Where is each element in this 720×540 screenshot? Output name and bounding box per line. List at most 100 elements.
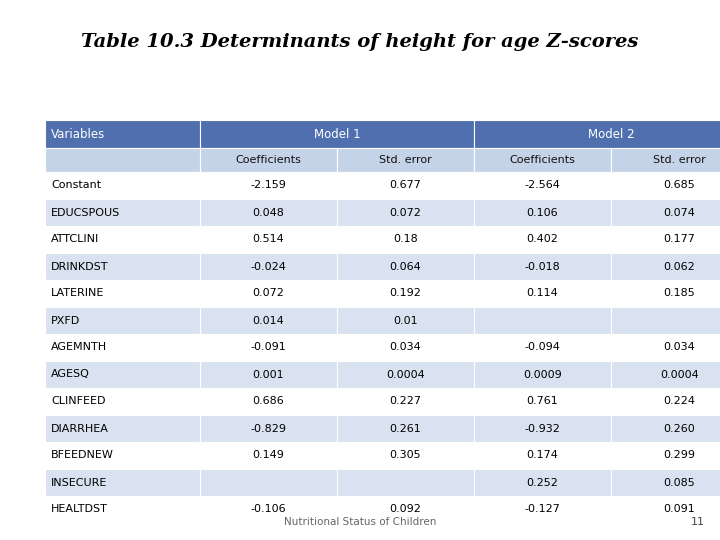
Bar: [474, 226, 611, 253]
Bar: [200, 442, 337, 469]
Text: 0.072: 0.072: [253, 288, 284, 299]
Bar: [200, 388, 337, 415]
Text: -0.094: -0.094: [525, 342, 560, 353]
Text: -2.564: -2.564: [525, 180, 560, 191]
Text: Table 10.3 Determinants of height for age Z-scores: Table 10.3 Determinants of height for ag…: [81, 33, 639, 51]
Bar: [337, 199, 474, 226]
Text: Model 1: Model 1: [314, 127, 360, 140]
Bar: [200, 172, 337, 199]
Bar: [45, 199, 200, 226]
Text: 0.085: 0.085: [664, 477, 696, 488]
Text: AGESQ: AGESQ: [51, 369, 90, 380]
Text: LATERINE: LATERINE: [51, 288, 104, 299]
Bar: [45, 469, 200, 496]
Bar: [611, 415, 720, 442]
Text: 0.0004: 0.0004: [386, 369, 425, 380]
Bar: [45, 148, 200, 172]
Bar: [337, 388, 474, 415]
Bar: [337, 442, 474, 469]
Text: 0.18: 0.18: [393, 234, 418, 245]
Bar: [474, 120, 720, 148]
Text: EDUCSPOUS: EDUCSPOUS: [51, 207, 120, 218]
Bar: [337, 496, 474, 523]
Text: Coefficients: Coefficients: [235, 155, 302, 165]
Text: 0.174: 0.174: [526, 450, 559, 461]
Text: INSECURE: INSECURE: [51, 477, 107, 488]
Bar: [45, 280, 200, 307]
Bar: [45, 253, 200, 280]
Text: 0.074: 0.074: [664, 207, 696, 218]
Bar: [200, 415, 337, 442]
Text: 0.034: 0.034: [390, 342, 421, 353]
Bar: [200, 120, 474, 148]
Text: 0.01: 0.01: [393, 315, 418, 326]
Bar: [45, 226, 200, 253]
Text: 0.224: 0.224: [664, 396, 696, 407]
Bar: [474, 148, 611, 172]
Bar: [337, 361, 474, 388]
Text: 0.0004: 0.0004: [660, 369, 699, 380]
Bar: [337, 280, 474, 307]
Text: 0.092: 0.092: [390, 504, 421, 515]
Bar: [45, 415, 200, 442]
Text: -0.932: -0.932: [525, 423, 560, 434]
Text: -0.106: -0.106: [251, 504, 287, 515]
Text: 0.106: 0.106: [527, 207, 558, 218]
Bar: [45, 120, 200, 148]
Text: 0.686: 0.686: [253, 396, 284, 407]
Bar: [474, 496, 611, 523]
Text: 0.677: 0.677: [390, 180, 421, 191]
Text: HEALTDST: HEALTDST: [51, 504, 108, 515]
Bar: [474, 361, 611, 388]
Bar: [200, 253, 337, 280]
Bar: [200, 226, 337, 253]
Bar: [474, 442, 611, 469]
Text: 11: 11: [691, 517, 705, 527]
Text: 0.062: 0.062: [664, 261, 696, 272]
Text: 0.402: 0.402: [526, 234, 559, 245]
Text: 0.299: 0.299: [664, 450, 696, 461]
Text: AGEMNTH: AGEMNTH: [51, 342, 107, 353]
Bar: [45, 361, 200, 388]
Text: 0.177: 0.177: [664, 234, 696, 245]
Bar: [611, 226, 720, 253]
Bar: [611, 307, 720, 334]
Bar: [337, 307, 474, 334]
Text: 0.034: 0.034: [664, 342, 696, 353]
Text: -0.091: -0.091: [251, 342, 287, 353]
Text: ATTCLINI: ATTCLINI: [51, 234, 99, 245]
Text: 0.149: 0.149: [253, 450, 284, 461]
Bar: [474, 199, 611, 226]
Bar: [45, 496, 200, 523]
Text: 0.252: 0.252: [526, 477, 559, 488]
Bar: [474, 253, 611, 280]
Bar: [200, 307, 337, 334]
Bar: [474, 172, 611, 199]
Bar: [200, 280, 337, 307]
Text: DRINKDST: DRINKDST: [51, 261, 109, 272]
Text: BFEEDNEW: BFEEDNEW: [51, 450, 114, 461]
Bar: [45, 334, 200, 361]
Bar: [474, 415, 611, 442]
Bar: [337, 172, 474, 199]
Bar: [45, 442, 200, 469]
Bar: [200, 148, 337, 172]
Bar: [200, 199, 337, 226]
Text: 0.001: 0.001: [253, 369, 284, 380]
Bar: [45, 388, 200, 415]
Bar: [200, 334, 337, 361]
Bar: [611, 172, 720, 199]
Text: DIARRHEA: DIARRHEA: [51, 423, 109, 434]
Bar: [474, 469, 611, 496]
Text: Coefficients: Coefficients: [510, 155, 575, 165]
Text: 0.260: 0.260: [664, 423, 696, 434]
Text: 0.305: 0.305: [390, 450, 421, 461]
Bar: [611, 388, 720, 415]
Text: 0.064: 0.064: [390, 261, 421, 272]
Text: 0.761: 0.761: [526, 396, 559, 407]
Text: Nutritional Status of Children: Nutritional Status of Children: [284, 517, 436, 527]
Text: 0.261: 0.261: [390, 423, 421, 434]
Text: 0.072: 0.072: [390, 207, 421, 218]
Bar: [474, 388, 611, 415]
Text: Constant: Constant: [51, 180, 101, 191]
